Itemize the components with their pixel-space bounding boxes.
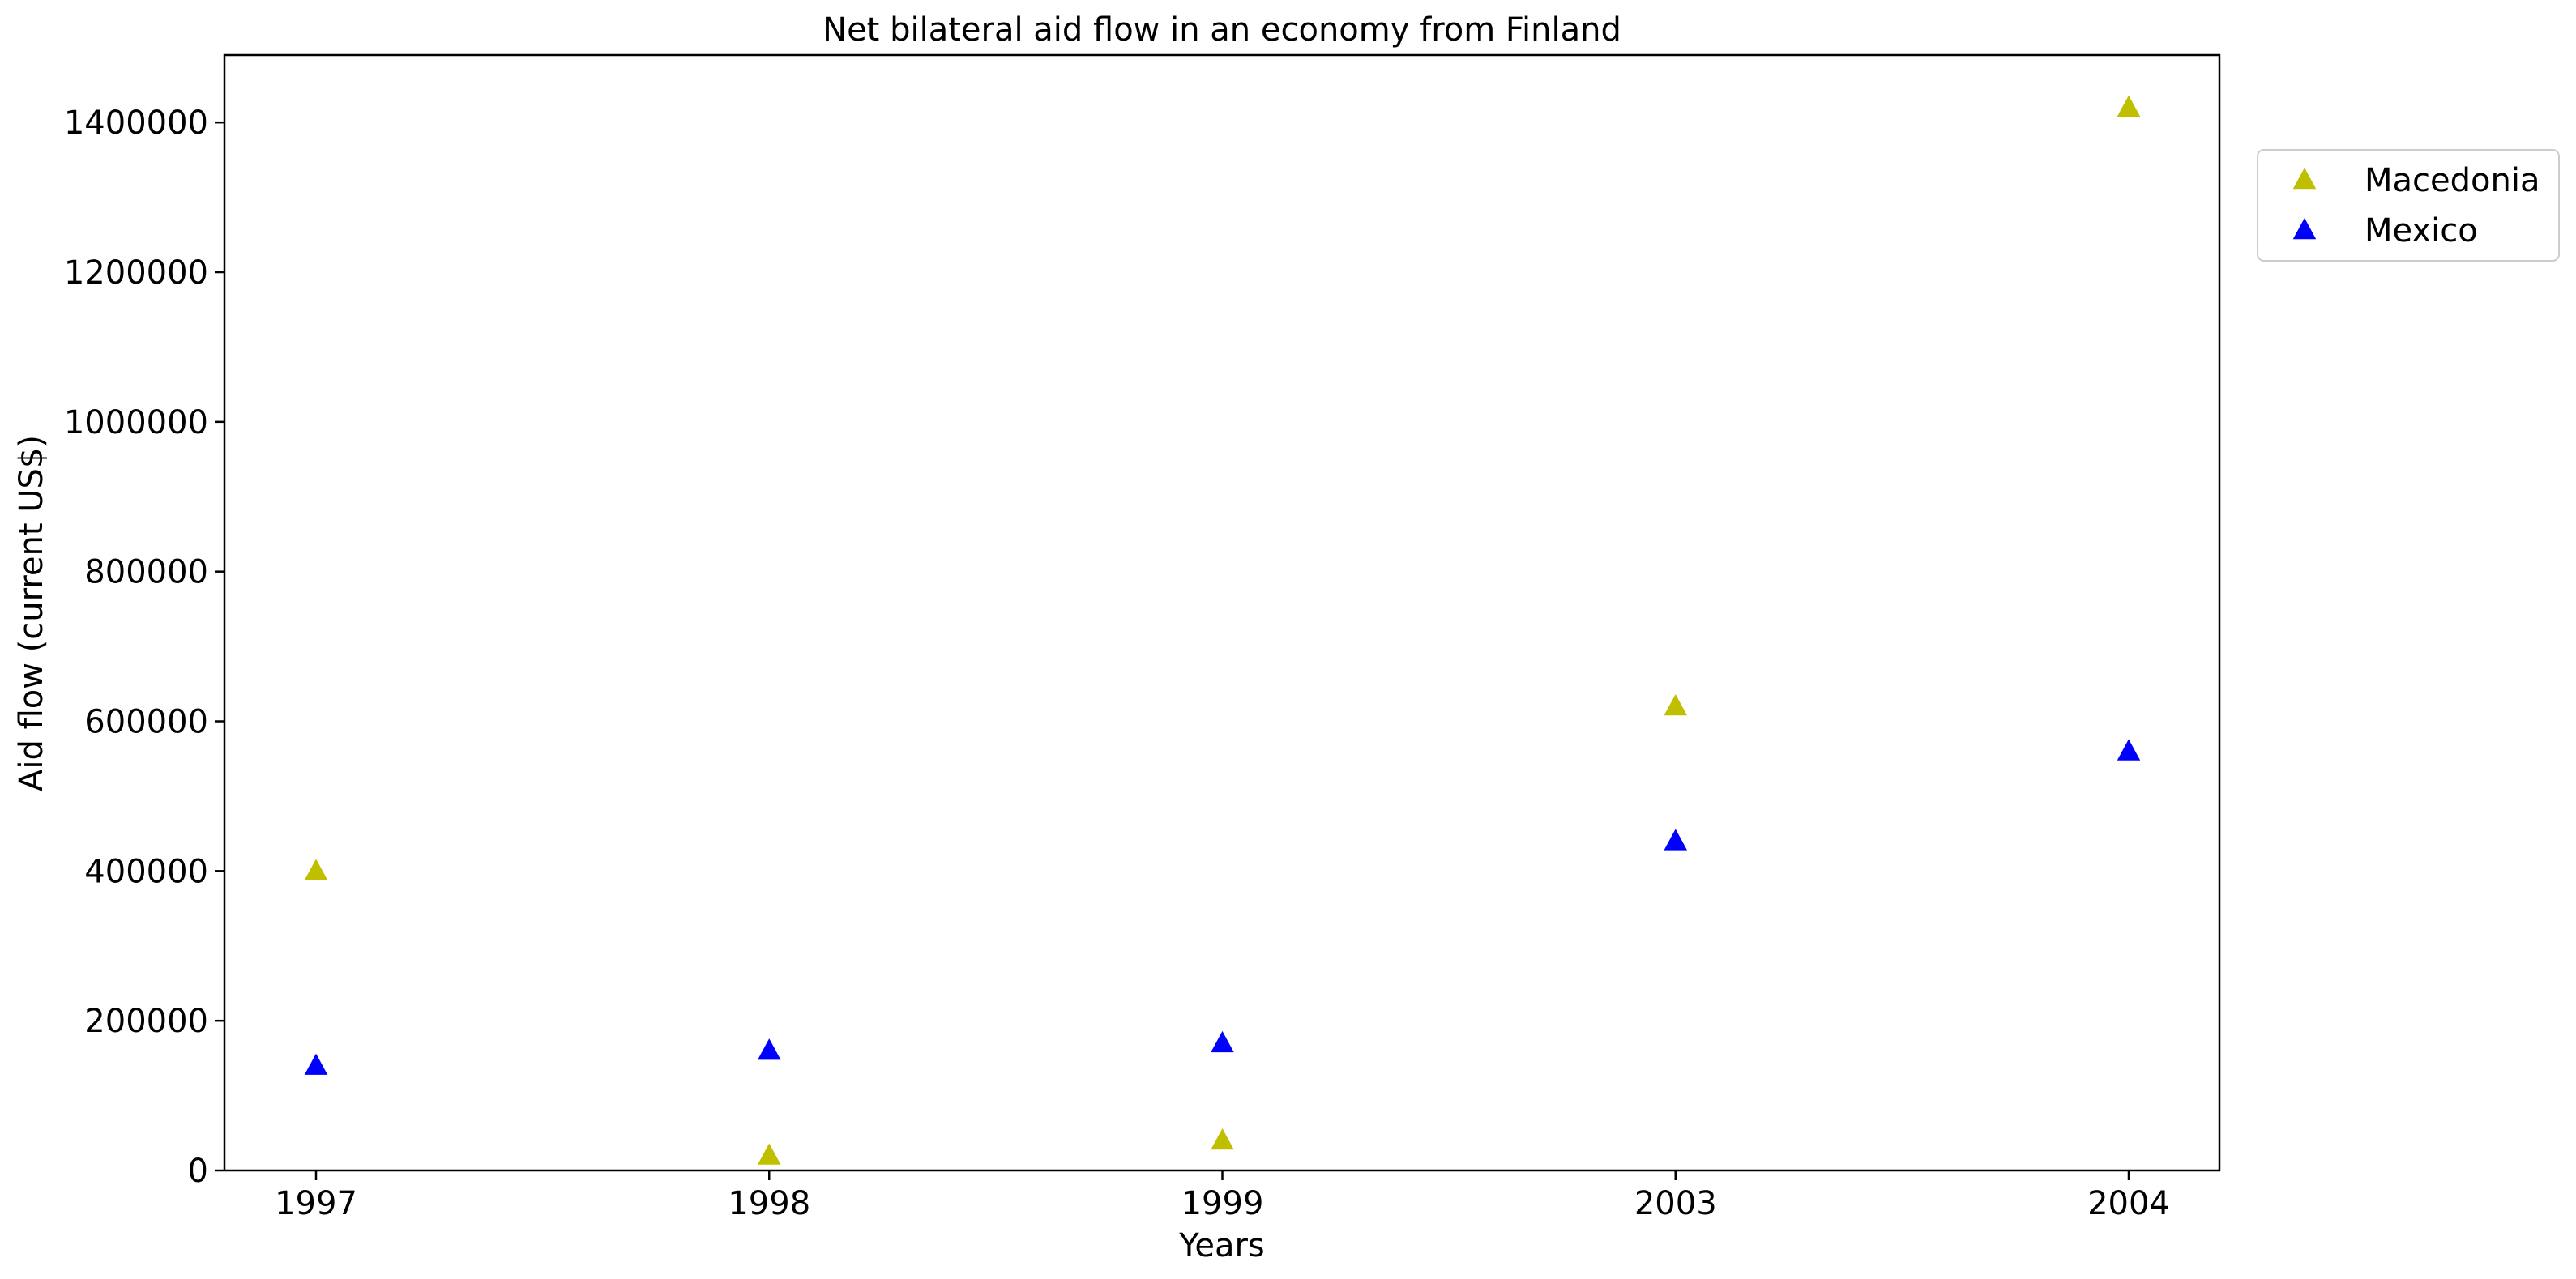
data-points [304,95,2141,1165]
x-tick-label: 2003 [1634,1185,1717,1222]
y-tick-label: 600000 [84,704,208,741]
data-point [1211,1030,1234,1053]
legend-box [2257,149,2560,262]
data-point [758,1038,781,1060]
legend-marker [2292,218,2317,240]
y-tick-label: 200000 [84,1003,208,1040]
chart-title: Net bilateral aid flow in an economy fro… [822,11,1621,49]
x-axis-label: Years [1178,1227,1265,1264]
legend-marker [2292,168,2317,190]
x-tick-label: 1999 [1181,1185,1264,1222]
data-point [1211,1128,1234,1150]
x-axis: 1997 1998 1999 2003 2004 [275,1170,2170,1222]
y-tick-label: 1200000 [64,254,208,292]
legend: Macedonia Mexico [2257,149,2560,262]
data-point [2117,739,2141,761]
data-point [758,1143,781,1165]
data-point [2117,95,2141,117]
legend-label: Mexico [2365,212,2478,249]
data-point [304,1053,328,1075]
data-point [304,859,328,880]
y-tick-label: 1000000 [64,404,208,441]
y-tick-label: 800000 [84,554,208,591]
y-tick-label: 1400000 [64,104,208,142]
x-tick-label: 2004 [2087,1185,2170,1222]
x-tick-label: 1998 [728,1185,810,1222]
legend-label: Macedonia [2365,162,2540,199]
y-axis-label: Aid flow (current US$) [13,435,50,791]
y-axis: 0 200000 400000 600000 800000 1000000 1200000 1… [64,104,224,1190]
data-point [1664,694,1687,716]
y-tick-label: 0 [188,1153,208,1190]
x-tick-label: 1997 [275,1185,357,1222]
data-point [1664,829,1687,851]
y-tick-label: 400000 [84,853,208,890]
